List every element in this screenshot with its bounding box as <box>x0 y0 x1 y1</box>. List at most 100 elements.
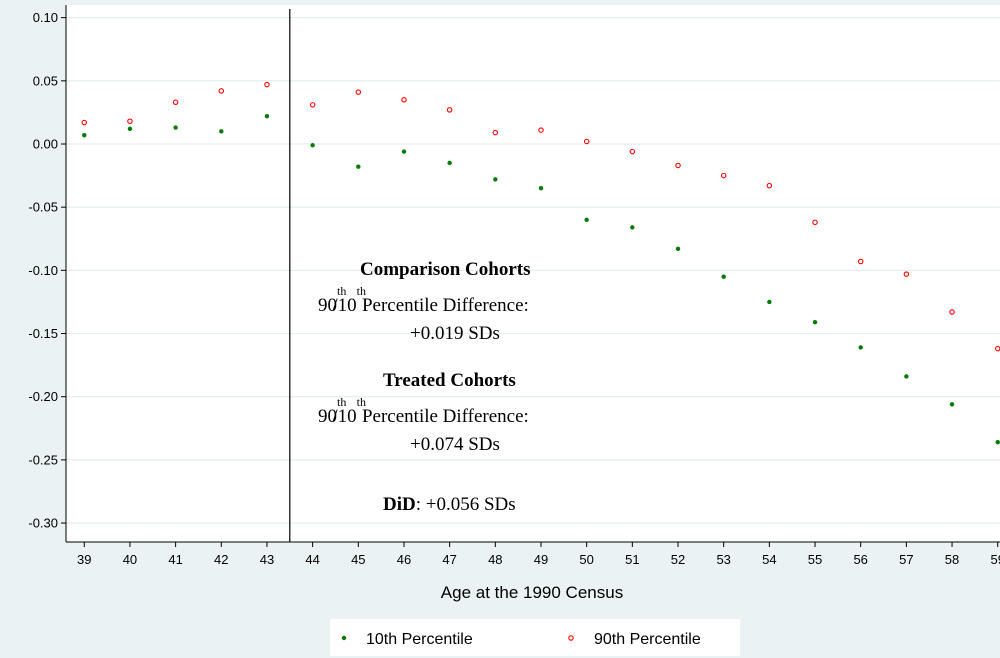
point-90th <box>538 127 544 133</box>
x-tick-label: 49 <box>534 552 548 567</box>
point-90th <box>949 309 955 315</box>
point-10th <box>219 129 224 134</box>
treated-title: Treated Cohorts <box>383 370 516 391</box>
treated-sup1: th <box>337 395 346 409</box>
point-90th <box>903 271 910 277</box>
x-tick-label: 59 <box>990 552 1000 567</box>
x-tick-label: 43 <box>260 552 274 567</box>
x-tick-label: 54 <box>762 552 776 567</box>
point-90th <box>583 138 590 145</box>
y-tick-label: -0.20 <box>28 389 58 404</box>
x-tick-label: 46 <box>397 552 411 567</box>
annotation-block: Comparison Cohorts 90th/10th Percentile D… <box>318 259 530 515</box>
point-10th <box>538 186 544 191</box>
x-axis-title: Age at the 1990 Census <box>441 583 623 602</box>
point-10th <box>812 319 818 325</box>
x-tick-label: 41 <box>168 552 182 567</box>
point-10th <box>310 143 315 148</box>
y-tick-label: -0.10 <box>28 263 58 278</box>
grid-lines <box>66 16 1000 524</box>
treated-percentile-line: 90th/10th Percentile Difference: <box>318 395 529 427</box>
x-tick-label: 57 <box>899 552 913 567</box>
y-tick-label: -0.25 <box>28 452 58 467</box>
point-90th <box>857 258 864 265</box>
comparison-sup1: th <box>337 284 346 298</box>
x-tick-label: 56 <box>853 552 867 567</box>
x-tick-label: 48 <box>488 552 502 567</box>
point-10th <box>904 374 909 379</box>
did-value: : +0.056 SDs <box>416 494 516 515</box>
x-tick-label: 39 <box>77 552 91 567</box>
point-10th <box>173 125 178 130</box>
point-10th <box>767 299 772 305</box>
data-points <box>81 81 1000 445</box>
x-tick-label: 52 <box>671 552 685 567</box>
y-tick-label: 0.10 <box>33 10 58 25</box>
x-tick-label: 51 <box>625 552 639 567</box>
legend-box <box>330 619 740 656</box>
point-90th <box>81 119 88 126</box>
y-axis-ticks: 0.10 0.05 0.00 -0.05 -0.10 -0.15 -0.20 -0.25 -0.… <box>28 10 66 531</box>
did-line: DiD: +0.056 SDs <box>383 494 516 515</box>
y-tick-label: -0.30 <box>28 516 58 531</box>
x-axis-ticks: 39 40 41 42 43 44 45 46 47 48 49 50 51 52 53 54 55 56 57 58… <box>77 542 1000 567</box>
point-10th <box>995 439 1000 445</box>
comparison-title: Comparison Cohorts <box>360 259 530 280</box>
point-10th <box>82 132 87 138</box>
point-10th <box>584 217 589 222</box>
point-10th <box>447 160 452 166</box>
y-tick-label: -0.15 <box>28 326 58 341</box>
x-tick-label: 50 <box>579 552 593 567</box>
point-10th <box>493 177 498 182</box>
x-tick-label: 58 <box>945 552 959 567</box>
comparison-label: Percentile Difference: <box>362 295 529 316</box>
legend: 10th Percentile 90th Percentile <box>330 619 740 656</box>
point-10th <box>630 225 635 230</box>
point-10th <box>721 274 726 279</box>
point-10th <box>127 126 133 132</box>
point-90th <box>218 88 225 94</box>
legend-label-90th: 90th Percentile <box>594 631 701 648</box>
point-90th <box>309 102 316 108</box>
x-tick-label: 40 <box>123 552 137 567</box>
x-tick-label: 53 <box>716 552 730 567</box>
point-90th <box>127 118 133 124</box>
point-90th <box>355 89 362 95</box>
did-label: DiD <box>383 494 416 515</box>
x-tick-label: 45 <box>351 552 365 567</box>
comparison-num: 90 <box>318 295 337 316</box>
plot-area <box>66 5 1000 542</box>
x-tick-label: 42 <box>214 552 228 567</box>
y-tick-label: 0.00 <box>33 136 58 151</box>
point-90th <box>172 99 179 106</box>
point-90th <box>446 107 453 113</box>
treated-sup2: th <box>357 395 366 409</box>
x-tick-label: 47 <box>442 552 456 567</box>
point-90th <box>264 81 270 88</box>
point-90th <box>720 172 727 179</box>
y-tick-label: 0.05 <box>33 73 58 88</box>
x-tick-label: 55 <box>808 552 822 567</box>
y-tick-label: -0.05 <box>28 200 58 215</box>
treated-label: Percentile Difference: <box>362 406 529 427</box>
comparison-slash: /10 <box>332 295 356 316</box>
point-10th <box>356 164 361 169</box>
comparison-sup2: th <box>357 284 366 298</box>
point-90th <box>492 129 499 136</box>
comparison-percentile-line: 90th/10th Percentile Difference: <box>318 284 529 316</box>
point-90th <box>812 219 818 226</box>
point-90th <box>766 182 773 189</box>
treated-value: +0.074 SDs <box>410 434 500 455</box>
point-10th <box>401 149 407 154</box>
point-10th <box>949 402 955 407</box>
treated-slash: /10 <box>332 406 356 427</box>
point-10th <box>675 246 681 252</box>
x-tick-label: 44 <box>305 552 319 567</box>
comparison-value: +0.019 SDs <box>410 323 500 344</box>
point-10th <box>264 113 270 119</box>
point-90th <box>629 148 636 155</box>
legend-marker-90th <box>568 635 574 641</box>
point-10th <box>858 345 863 350</box>
legend-marker-10th <box>341 635 347 641</box>
